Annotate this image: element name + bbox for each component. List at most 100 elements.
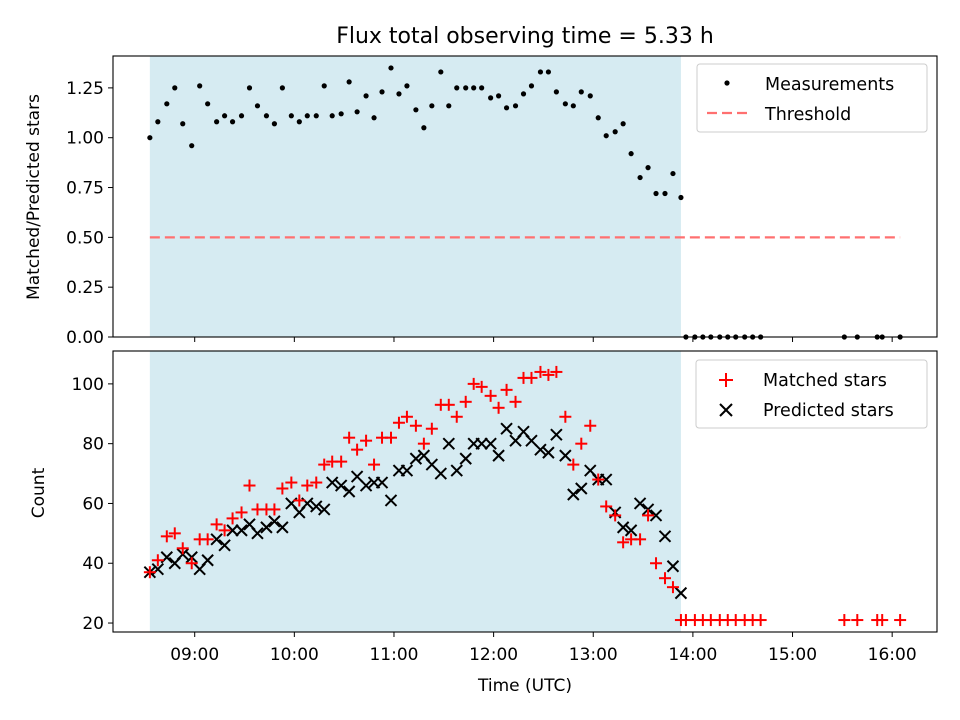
x-tick-label: 12:00 (469, 645, 518, 665)
matched-star-point (335, 455, 348, 468)
measurement-point (379, 89, 385, 95)
predicted-star-point (534, 443, 547, 456)
matched-star-point (525, 371, 538, 384)
legend-measurements-marker (724, 80, 730, 86)
top-y-tick-label: 0.75 (66, 179, 104, 199)
predicted-star-point (434, 467, 448, 480)
measurement-point (587, 93, 593, 99)
matched-star-point (235, 506, 248, 519)
x-tick-label: 14:00 (668, 645, 717, 665)
matched-star-point (575, 437, 588, 450)
matched-star-point (310, 476, 323, 489)
matched-star-point (301, 479, 314, 492)
observing-window-band-top (149, 56, 681, 337)
predicted-star-point (201, 554, 214, 567)
measurement-point (678, 194, 684, 201)
predicted-star-point (400, 464, 414, 477)
matched-star-point (459, 395, 472, 408)
measurement-point (271, 121, 278, 127)
matched-star-point (176, 542, 189, 555)
predicted-star-point (235, 524, 248, 537)
measurement-point (371, 115, 377, 121)
predicted-stars-points (143, 422, 688, 600)
matched-star-point (293, 494, 306, 507)
matched-star-point (609, 509, 622, 522)
legend-predicted-marker (719, 403, 733, 417)
matched-star-point (425, 422, 438, 435)
predicted-star-point (567, 488, 580, 501)
matched-star-point (210, 518, 223, 531)
matched-star-point (634, 533, 647, 546)
matched-star-point (400, 410, 413, 423)
matched-star-point (351, 443, 364, 456)
matched-star-point (484, 389, 497, 402)
bottom-y-axis-label: Count (29, 467, 49, 518)
predicted-star-point (599, 473, 613, 486)
predicted-star-point (616, 521, 630, 534)
matched-star-point (592, 473, 605, 486)
predicted-star-point (318, 503, 331, 516)
predicted-star-point (251, 527, 264, 540)
measurement-point (628, 151, 634, 157)
measurement-point (479, 85, 485, 91)
legend-matched-label: Matched stars (763, 371, 887, 391)
matched-star-point (285, 476, 298, 489)
matched-star-point (384, 431, 397, 444)
matched-star-point (475, 380, 488, 393)
predicted-star-point (475, 437, 488, 450)
measurement-point (313, 113, 319, 119)
measurement-point (338, 111, 344, 117)
matched-star-point (218, 524, 231, 537)
matched-star-point (617, 536, 630, 549)
measurement-point (421, 125, 427, 131)
x-tick-label: 10:00 (270, 645, 319, 665)
matched-star-point (509, 395, 522, 408)
measurement-point (363, 93, 369, 99)
x-tick-label: 13:00 (569, 645, 618, 665)
predicted-star-point (218, 539, 231, 552)
matched-star-point (268, 503, 281, 516)
measurement-point (396, 91, 402, 97)
matched-star-point (360, 434, 373, 447)
bottom-x-ticks: 09:00 10:00 11:00 12:00 13:00 14:00 15:00 16:00 (170, 632, 917, 665)
matched-star-point (642, 509, 655, 522)
legend-predicted-label: Predicted stars (763, 401, 894, 421)
predicted-star-point (450, 464, 463, 477)
predicted-star-point (649, 509, 663, 522)
measurement-point (570, 103, 576, 109)
top-y-tick-label: 0.00 (66, 328, 104, 348)
measurement-point (164, 101, 170, 107)
measurement-point (662, 190, 668, 197)
measurement-point (346, 79, 352, 85)
measurement-point (537, 69, 544, 75)
measurement-point (155, 119, 161, 125)
matched-star-point (559, 410, 572, 423)
predicted-star-point (492, 449, 505, 462)
top-legend-box (696, 63, 928, 133)
chart-title: Flux total observing time = 5.33 h (336, 24, 714, 49)
matched-star-point (542, 368, 555, 381)
measurement-point (214, 119, 220, 125)
matched-star-point (450, 410, 463, 423)
matched-star-point (185, 557, 198, 570)
measurement-point (454, 85, 460, 91)
predicted-star-point (559, 449, 572, 462)
measurement-point (653, 190, 659, 197)
predicted-star-point (276, 521, 289, 534)
x-tick-label: 09:00 (170, 645, 219, 665)
matched-star-point (838, 614, 851, 627)
measurement-point (446, 103, 452, 109)
predicted-star-point (268, 515, 281, 528)
predicted-star-point (375, 476, 389, 489)
measurement-point (172, 85, 178, 91)
bottom-y-tick-label: 20 (82, 614, 104, 634)
top-y-tick-label: 0.25 (66, 278, 104, 298)
measurement-point (645, 165, 651, 171)
legend-measurements-label: Measurements (765, 75, 894, 95)
measurement-point (189, 143, 195, 149)
bottom-legend: Matched stars Predicted stars (695, 359, 928, 429)
matched-star-point (894, 614, 907, 627)
predicted-star-point (359, 479, 373, 492)
matched-star-point (442, 398, 455, 411)
